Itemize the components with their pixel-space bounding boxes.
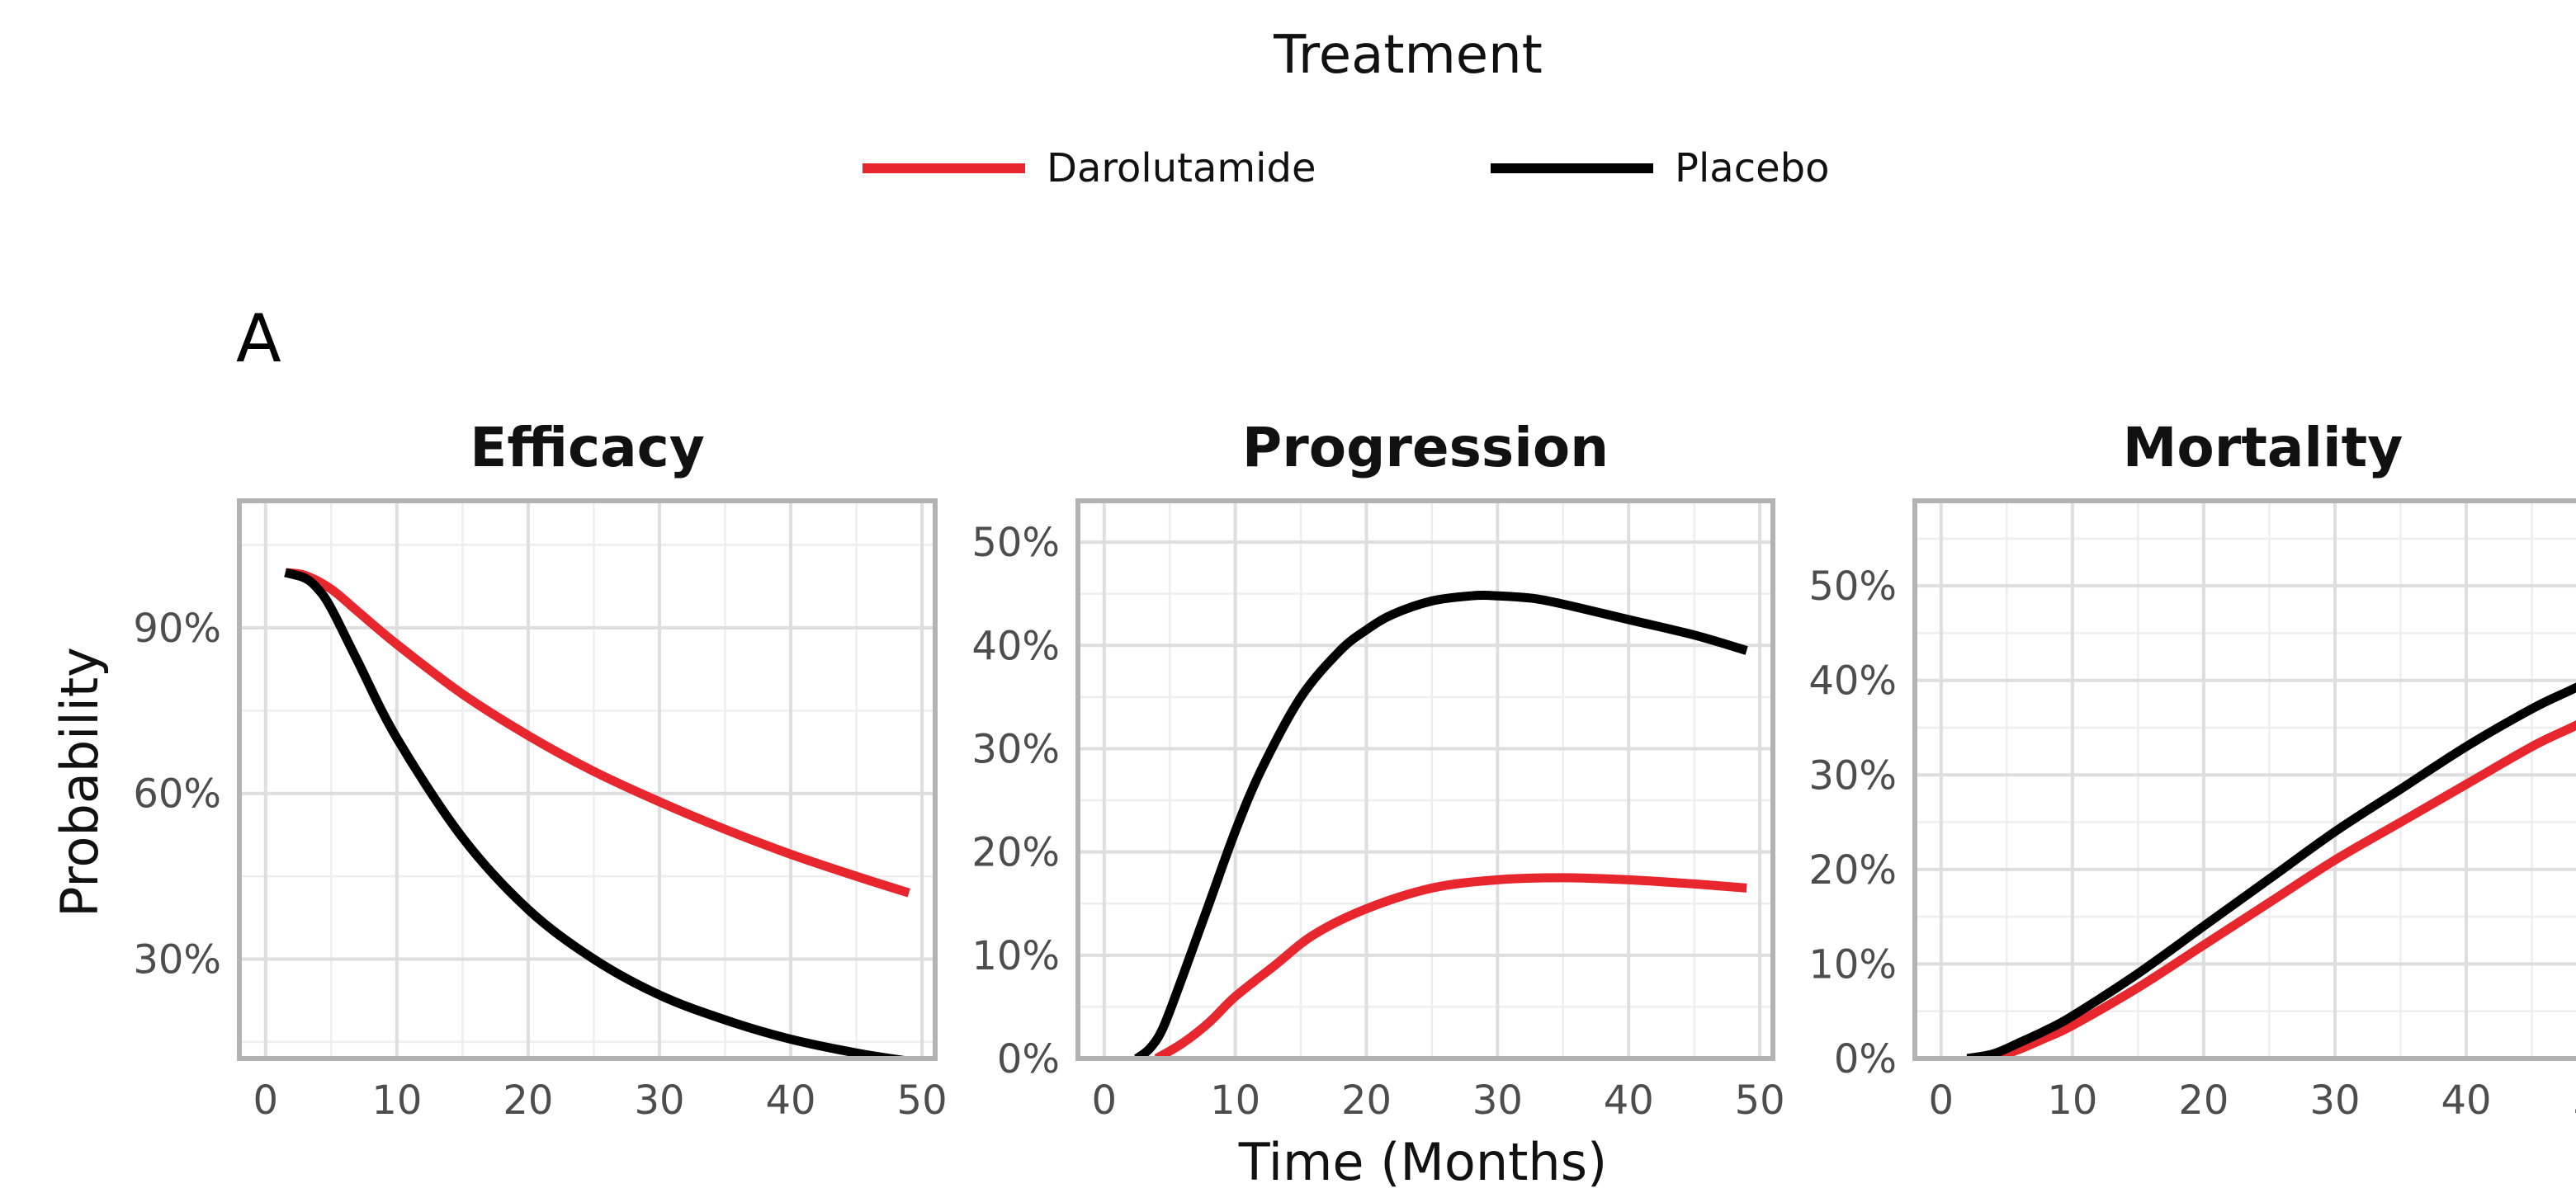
progression-panel: Progression 0 10 20 30 40 50 0% 10% 20% 30% 40% 50% [971,416,1784,1124]
mortality-y-tick-label: 40% [1808,658,1897,705]
mortality-line-placebo [1966,682,2576,1059]
progression-x-tick-label: 0 [1092,1077,1118,1124]
mortality-y-tick-label: 30% [1808,752,1897,799]
mortality-x-tick-label: 0 [1929,1077,1954,1124]
progression-y-tick-label: 40% [971,623,1060,669]
efficacy-grid [239,501,935,1059]
progression-line-darolutamide [1154,873,1747,1059]
progression-y-tick-label: 30% [971,726,1060,772]
mortality-x-tick-label: 20 [2178,1077,2229,1124]
efficacy-x-tick-label: 10 [371,1077,422,1124]
efficacy-y-tick-label: 60% [133,771,221,818]
legend-label-placebo: Placebo [1675,145,1829,191]
x-axis-title: Time (Months) [1238,1132,1607,1192]
legend-title: Treatment [1273,25,1543,86]
progression-x-tick-label: 20 [1341,1077,1392,1124]
mortality-y-tick-label: 0% [1834,1036,1897,1082]
progression-x-tick-label: 50 [1735,1077,1785,1124]
mortality-series-group [1966,682,2576,1059]
legend-label-darolutamide: Darolutamide [1047,145,1316,191]
efficacy-y-tick-label: 90% [133,606,221,652]
progression-title: Progression [1242,416,1609,479]
efficacy-series-group [284,568,910,1059]
mortality-x-tick-label: 40 [2441,1077,2491,1124]
mortality-x-tick-label: 30 [2309,1077,2360,1124]
progression-x-tick-label: 40 [1604,1077,1654,1124]
progression-y-tick-label: 0% [997,1036,1060,1082]
progression-x-tick-label: 30 [1472,1077,1523,1124]
progression-grid [1078,501,1773,1059]
efficacy-line-placebo [284,568,910,1059]
mortality-y-tick-label: 10% [1808,941,1897,988]
mortality-y-tick-label: 50% [1808,563,1897,610]
mortality-grid [1915,501,2576,1059]
mortality-x-tick-label: 10 [2047,1077,2097,1124]
mortality-title: Mortality [2123,416,2403,479]
progression-panel-border [1075,498,1775,1061]
progression-line-placebo [1134,591,1748,1059]
mortality-x-tick-label: 50 [2573,1077,2576,1124]
efficacy-x-tick-label: 20 [503,1077,553,1124]
mortality-line-darolutamide [1992,720,2576,1059]
efficacy-x-tick-label: 50 [897,1077,948,1124]
mortality-panel-border [1912,498,2576,1061]
progression-series-group [1134,591,1748,1059]
legend: Treatment Darolutamide Placebo [863,25,1829,191]
efficacy-panel-border [237,498,938,1061]
efficacy-panel: Efficacy 0 10 20 30 40 50 30% 60% 90% [133,416,947,1124]
progression-y-tick-label: 10% [971,933,1060,979]
efficacy-y-tick-label: 30% [133,937,221,983]
efficacy-line-darolutamide [284,568,910,898]
efficacy-x-tick-label: 30 [634,1077,684,1124]
y-axis-title: Probability [50,647,110,917]
panel-tag: A [236,300,281,377]
mortality-panel: Mortality 0 10 20 30 40 50 0% 10% 20% 30% 40% 50% [1808,416,2576,1124]
progression-x-tick-label: 10 [1210,1077,1260,1124]
progression-y-tick-label: 50% [971,520,1060,566]
mortality-y-tick-label: 20% [1808,847,1897,894]
progression-y-tick-label: 20% [971,830,1060,876]
efficacy-x-tick-label: 0 [253,1077,279,1124]
efficacy-title: Efficacy [470,416,705,479]
efficacy-x-tick-label: 40 [765,1077,815,1124]
